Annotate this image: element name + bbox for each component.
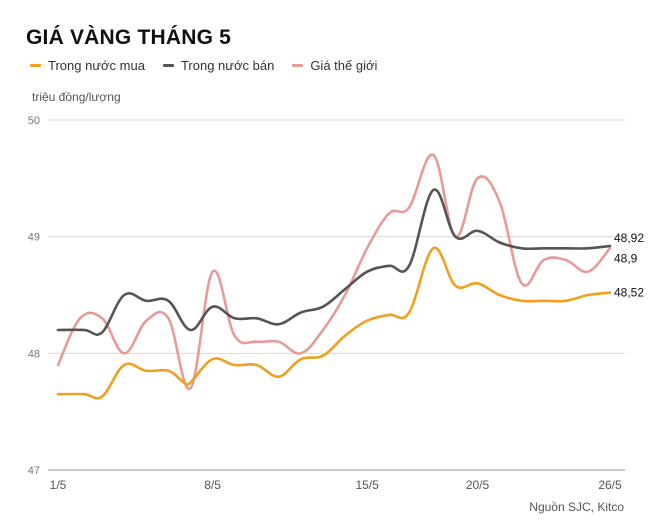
source-note: Nguồn SJC, Kitco [529, 500, 624, 514]
end-value-label: 48,92 [614, 231, 644, 245]
legend-swatch-pink [292, 64, 304, 67]
y-tick-label: 47 [28, 465, 40, 477]
legend-label: Trong nước bán [180, 58, 275, 73]
y-tick-label: 49 [28, 232, 40, 244]
series-lines [56, 153, 612, 400]
legend-label: Trong nước mua [48, 58, 145, 73]
end-value-labels: 48,52 48,92 48,9 [614, 231, 644, 300]
x-tick-label: 15/5 [355, 478, 379, 492]
y-tick-label: 48 [28, 348, 40, 360]
series-line-0 [56, 246, 612, 400]
end-value-label: 48,52 [614, 286, 644, 300]
y-tick-label: 50 [28, 115, 40, 127]
legend-item-trong-nuoc-ban: Trong nước bán [162, 58, 275, 73]
y-axis-label: triệu đồng/lượng [32, 90, 121, 104]
legend-label: Giá thế giới [310, 58, 378, 73]
series-line-2 [56, 153, 612, 391]
x-tick-label: 20/5 [466, 478, 490, 492]
series-line-1 [56, 188, 612, 336]
y-tick-labels: 47 48 49 50 [28, 115, 40, 477]
chart-title: GIÁ VÀNG THÁNG 5 [26, 26, 232, 49]
gridlines [48, 119, 625, 471]
legend-item-gia-the-gioi: Giá thế giới [292, 58, 377, 73]
x-tick-label: 8/5 [204, 478, 221, 492]
legend-swatch-gray [162, 64, 174, 67]
legend-swatch-orange [30, 64, 41, 67]
legend-item-trong-nuoc-mua: Trong nước mua [30, 58, 145, 73]
x-tick-label: 1/5 [50, 478, 67, 492]
chart-legend: Trong nước mua Trong nước bán Giá thế gi… [30, 58, 377, 73]
x-tick-label: 26/5 [598, 478, 622, 492]
end-value-label: 48,9 [614, 251, 638, 265]
x-tick-labels: 1/5 8/5 15/5 20/5 26/5 [50, 478, 622, 492]
